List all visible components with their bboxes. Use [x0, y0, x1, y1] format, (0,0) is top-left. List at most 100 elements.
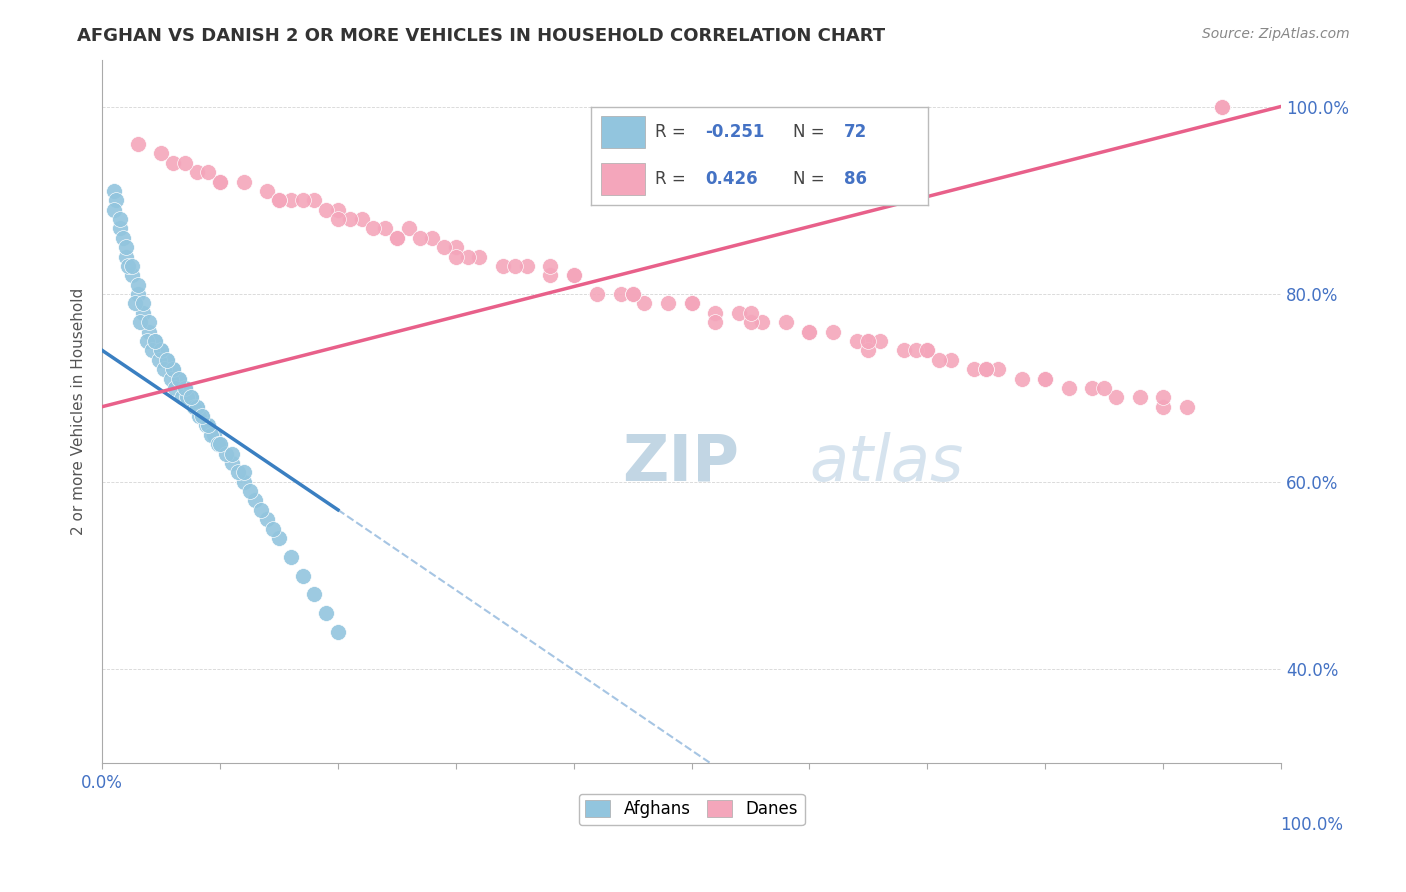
Point: [197, 165, 219, 179]
Point: [433, 240, 456, 254]
Point: [209, 437, 232, 451]
Point: [152, 362, 174, 376]
Point: [562, 268, 585, 283]
Point: [191, 409, 214, 423]
Point: [858, 334, 880, 348]
Point: [538, 268, 561, 283]
Point: [315, 606, 337, 620]
Text: N =: N =: [793, 123, 830, 141]
Point: [1211, 99, 1233, 113]
Point: [112, 231, 135, 245]
Point: [172, 390, 194, 404]
Point: [610, 287, 633, 301]
Point: [1011, 371, 1033, 385]
Point: [304, 194, 326, 208]
Point: [256, 184, 278, 198]
Text: atlas: atlas: [810, 432, 963, 494]
Point: [457, 250, 479, 264]
Point: [200, 427, 222, 442]
Point: [207, 437, 229, 451]
Point: [165, 381, 187, 395]
Point: [267, 194, 290, 208]
Point: [727, 306, 749, 320]
Point: [256, 512, 278, 526]
Point: [127, 277, 149, 292]
Point: [621, 287, 644, 301]
Point: [156, 352, 179, 367]
Point: [1105, 390, 1128, 404]
Point: [103, 202, 125, 217]
Point: [105, 194, 128, 208]
Point: [845, 334, 868, 348]
Point: [858, 343, 880, 358]
Point: [1033, 371, 1056, 385]
Point: [893, 343, 915, 358]
Point: [209, 437, 232, 451]
Legend: Afghans, Danes: Afghans, Danes: [578, 794, 804, 825]
Point: [939, 352, 962, 367]
Point: [799, 325, 821, 339]
Point: [176, 390, 198, 404]
Point: [209, 175, 232, 189]
Point: [917, 343, 939, 358]
Point: [143, 334, 166, 348]
Point: [162, 155, 184, 169]
Point: [138, 325, 160, 339]
Point: [974, 362, 997, 376]
Point: [339, 212, 361, 227]
Point: [363, 221, 385, 235]
Point: [704, 306, 727, 320]
Point: [121, 259, 143, 273]
Point: [657, 296, 679, 310]
Point: [180, 390, 202, 404]
Point: [129, 315, 152, 329]
Point: [1152, 400, 1174, 414]
Text: N =: N =: [793, 170, 830, 188]
Point: [538, 259, 561, 273]
Point: [148, 352, 170, 367]
Point: [114, 250, 136, 264]
Text: Source: ZipAtlas.com: Source: ZipAtlas.com: [1202, 27, 1350, 41]
Point: [121, 268, 143, 283]
Point: [186, 400, 208, 414]
Point: [167, 371, 190, 385]
Point: [751, 315, 773, 329]
Point: [194, 418, 217, 433]
Point: [150, 343, 173, 358]
Point: [162, 362, 184, 376]
Point: [385, 231, 408, 245]
Point: [150, 343, 173, 358]
Point: [291, 194, 314, 208]
Point: [420, 231, 443, 245]
Point: [108, 221, 131, 235]
Point: [974, 362, 997, 376]
Point: [127, 136, 149, 151]
Point: [681, 296, 703, 310]
Point: [586, 287, 609, 301]
Point: [904, 343, 927, 358]
Point: [226, 466, 249, 480]
Point: [621, 287, 644, 301]
Point: [398, 221, 420, 235]
Point: [740, 306, 762, 320]
Point: [681, 296, 703, 310]
Point: [492, 259, 515, 273]
Point: [156, 352, 179, 367]
Point: [162, 362, 184, 376]
Point: [238, 484, 260, 499]
Point: [1152, 390, 1174, 404]
Point: [232, 466, 254, 480]
Text: 86: 86: [844, 170, 866, 188]
Point: [250, 503, 273, 517]
Point: [963, 362, 986, 376]
Point: [409, 231, 432, 245]
Text: R =: R =: [655, 170, 690, 188]
Point: [267, 194, 290, 208]
Point: [326, 212, 349, 227]
Text: 72: 72: [844, 123, 868, 141]
Point: [315, 202, 337, 217]
Text: ZIP: ZIP: [621, 432, 738, 494]
Point: [444, 240, 467, 254]
Point: [1175, 400, 1198, 414]
Point: [1128, 390, 1150, 404]
